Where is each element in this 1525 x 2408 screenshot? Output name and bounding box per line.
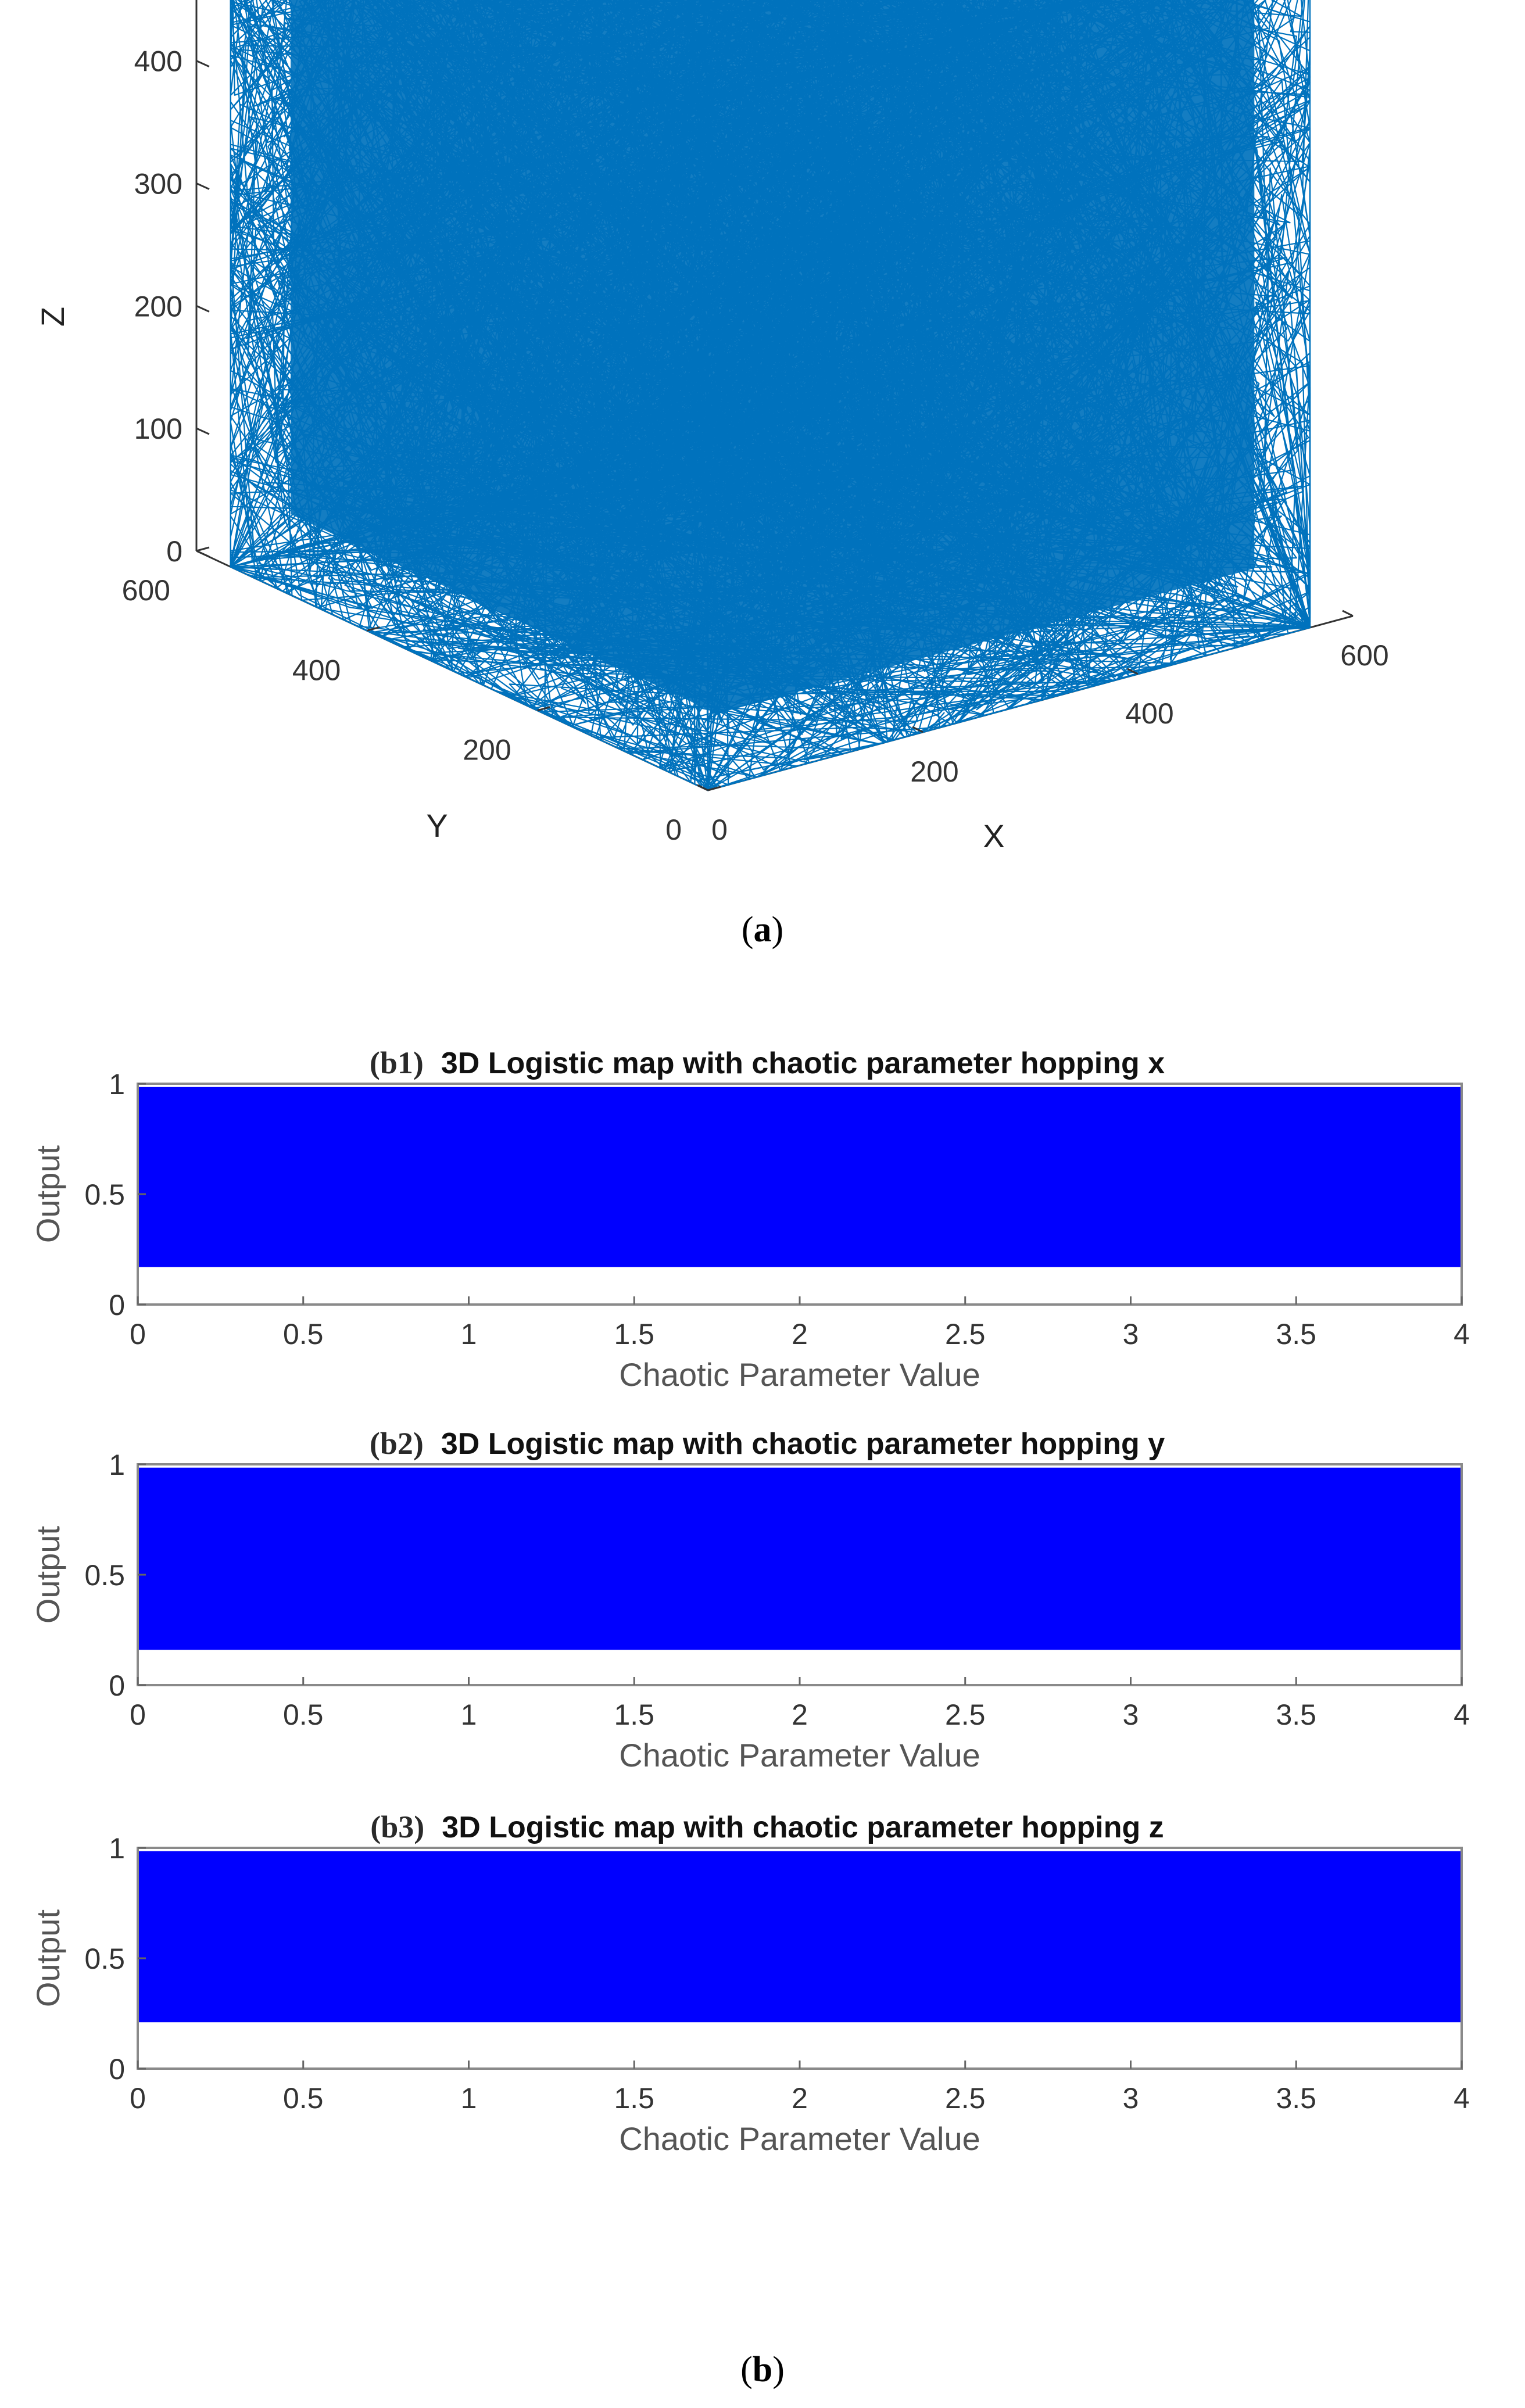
y-axis-title: Output (30, 1145, 66, 1244)
x-tick-label: 0 (711, 814, 728, 846)
caption-a-open: ( (742, 910, 754, 949)
x-tick-label: 1 (461, 2082, 477, 2115)
y-tick-mark (537, 706, 551, 712)
x-tick-label: 1.5 (614, 1698, 654, 1731)
z-tick-mark (196, 427, 210, 435)
z-tick-label: 0 (166, 535, 182, 568)
x-tick-label: 400 (1125, 697, 1173, 730)
y-tick-label: 1 (109, 1068, 125, 1101)
x-tick-label: 1 (461, 1318, 477, 1350)
x-tick-mark (912, 726, 923, 733)
y-tick-label: 0.5 (84, 1178, 125, 1211)
y-tick-label: 1 (109, 1449, 125, 1481)
x-tick-label: 2 (792, 1698, 808, 1731)
x-tick-label: 1 (461, 1698, 477, 1731)
trajectory-core (291, 0, 1255, 714)
plot-title: (b1) 3D Logistic map with chaotic paramet… (370, 1045, 1165, 1080)
z-tick-label: 400 (134, 45, 182, 78)
x-tick-label: 1.5 (614, 1318, 654, 1350)
x-tick-label: 600 (1340, 639, 1388, 672)
caption-b: (b) (740, 2350, 785, 2389)
caption-a: (a) (742, 910, 783, 949)
y-axis-title: Output (30, 1526, 66, 1624)
x-tick-label: 3.5 (1276, 1318, 1316, 1350)
trajectory-segment (230, 0, 1311, 741)
z-tick-mark (196, 304, 210, 313)
panel-tag: (b1) (370, 1045, 424, 1080)
x-tick-label: 4 (1454, 2082, 1470, 2115)
y-axis-title: Output (30, 1909, 66, 2008)
output-band (138, 1851, 1462, 2023)
y-tick-label: 0 (665, 814, 682, 846)
x-axis-title: Chaotic Parameter Value (619, 1356, 980, 1393)
x-tick-label: 0 (130, 2082, 146, 2115)
y-tick-label: 0.5 (84, 1559, 125, 1592)
caption-b-open: ( (740, 2350, 753, 2389)
panel-title-text: 3D Logistic map with chaotic parameter h… (441, 1427, 1165, 1461)
x-tick-label: 0.5 (283, 1698, 324, 1731)
x-tick-label: 3.5 (1276, 2082, 1316, 2115)
x-tick-label: 3 (1123, 1318, 1139, 1350)
z-tick-label: 200 (134, 290, 182, 322)
y-tick-label: 600 (122, 574, 170, 607)
x-tick-label: 0 (130, 1318, 146, 1350)
y-axis-title: Y (426, 807, 448, 844)
x-axis-title: Chaotic Parameter Value (619, 1737, 980, 1773)
panel-title-text: 3D Logistic map with chaotic parameter h… (442, 1811, 1164, 1844)
x-tick-label: 3 (1123, 1698, 1139, 1731)
x-axis-title: X (983, 818, 1004, 854)
plot-title: (b2) 3D Logistic map with chaotic paramet… (370, 1426, 1165, 1461)
x-tick-label: 0 (130, 1698, 146, 1731)
x-tick-label: 2.5 (945, 1318, 986, 1350)
x-axis-title: Chaotic Parameter Value (619, 2120, 980, 2157)
panel-tag: (b2) (370, 1426, 424, 1461)
y-tick-label: 200 (463, 734, 511, 766)
y-tick-label: 0 (109, 1669, 125, 1702)
z-tick-mark (196, 182, 210, 190)
y-tick-mark (707, 786, 721, 791)
y-tick-label: 0.5 (84, 1943, 125, 1975)
y-tick-label: 400 (292, 654, 341, 686)
z-tick-mark (196, 550, 210, 558)
x-tick-label: 3 (1123, 2082, 1139, 2115)
x-tick-label: 2 (792, 2082, 808, 2115)
x-tick-mark (697, 784, 708, 791)
z-tick-label: 300 (134, 168, 182, 200)
y-tick-mark (366, 626, 380, 632)
x-tick-label: 200 (910, 755, 958, 788)
panel-title-text: 3D Logistic map with chaotic parameter h… (441, 1047, 1165, 1080)
caption-a-close: ) (772, 910, 784, 949)
x-tick-label: 4 (1454, 1698, 1470, 1731)
x-tick-label: 4 (1454, 1318, 1470, 1350)
y-tick-label: 0 (109, 1289, 125, 1321)
x-tick-mark (1127, 668, 1139, 675)
z-tick-label: 100 (134, 413, 182, 445)
output-band (138, 1467, 1462, 1650)
panel-tag: (b3) (370, 1809, 424, 1844)
x-tick-label: 2.5 (945, 1698, 986, 1731)
x-tick-label: 1.5 (614, 2082, 654, 2115)
x-tick-label: 0.5 (283, 2082, 324, 2115)
output-band (138, 1087, 1462, 1267)
trajectory-segment (245, 0, 1311, 791)
z-tick-mark (196, 60, 210, 68)
y-tick-label: 1 (109, 1832, 125, 1865)
z-axis-title: Z (34, 307, 71, 327)
caption-b-close: ) (772, 2350, 785, 2389)
y-tick-mark (196, 546, 210, 552)
y-tick-label: 0 (109, 2053, 125, 2086)
caption-b-label: b (753, 2350, 772, 2389)
x-tick-label: 2.5 (945, 2082, 986, 2115)
caption-a-label: a (754, 910, 772, 949)
plot-title: (b3) 3D Logistic map with chaotic paramet… (370, 1809, 1164, 1844)
x-tick-mark (1342, 610, 1354, 617)
x-tick-label: 2 (792, 1318, 808, 1350)
x-tick-label: 0.5 (283, 1318, 324, 1350)
x-tick-label: 3.5 (1276, 1698, 1316, 1731)
